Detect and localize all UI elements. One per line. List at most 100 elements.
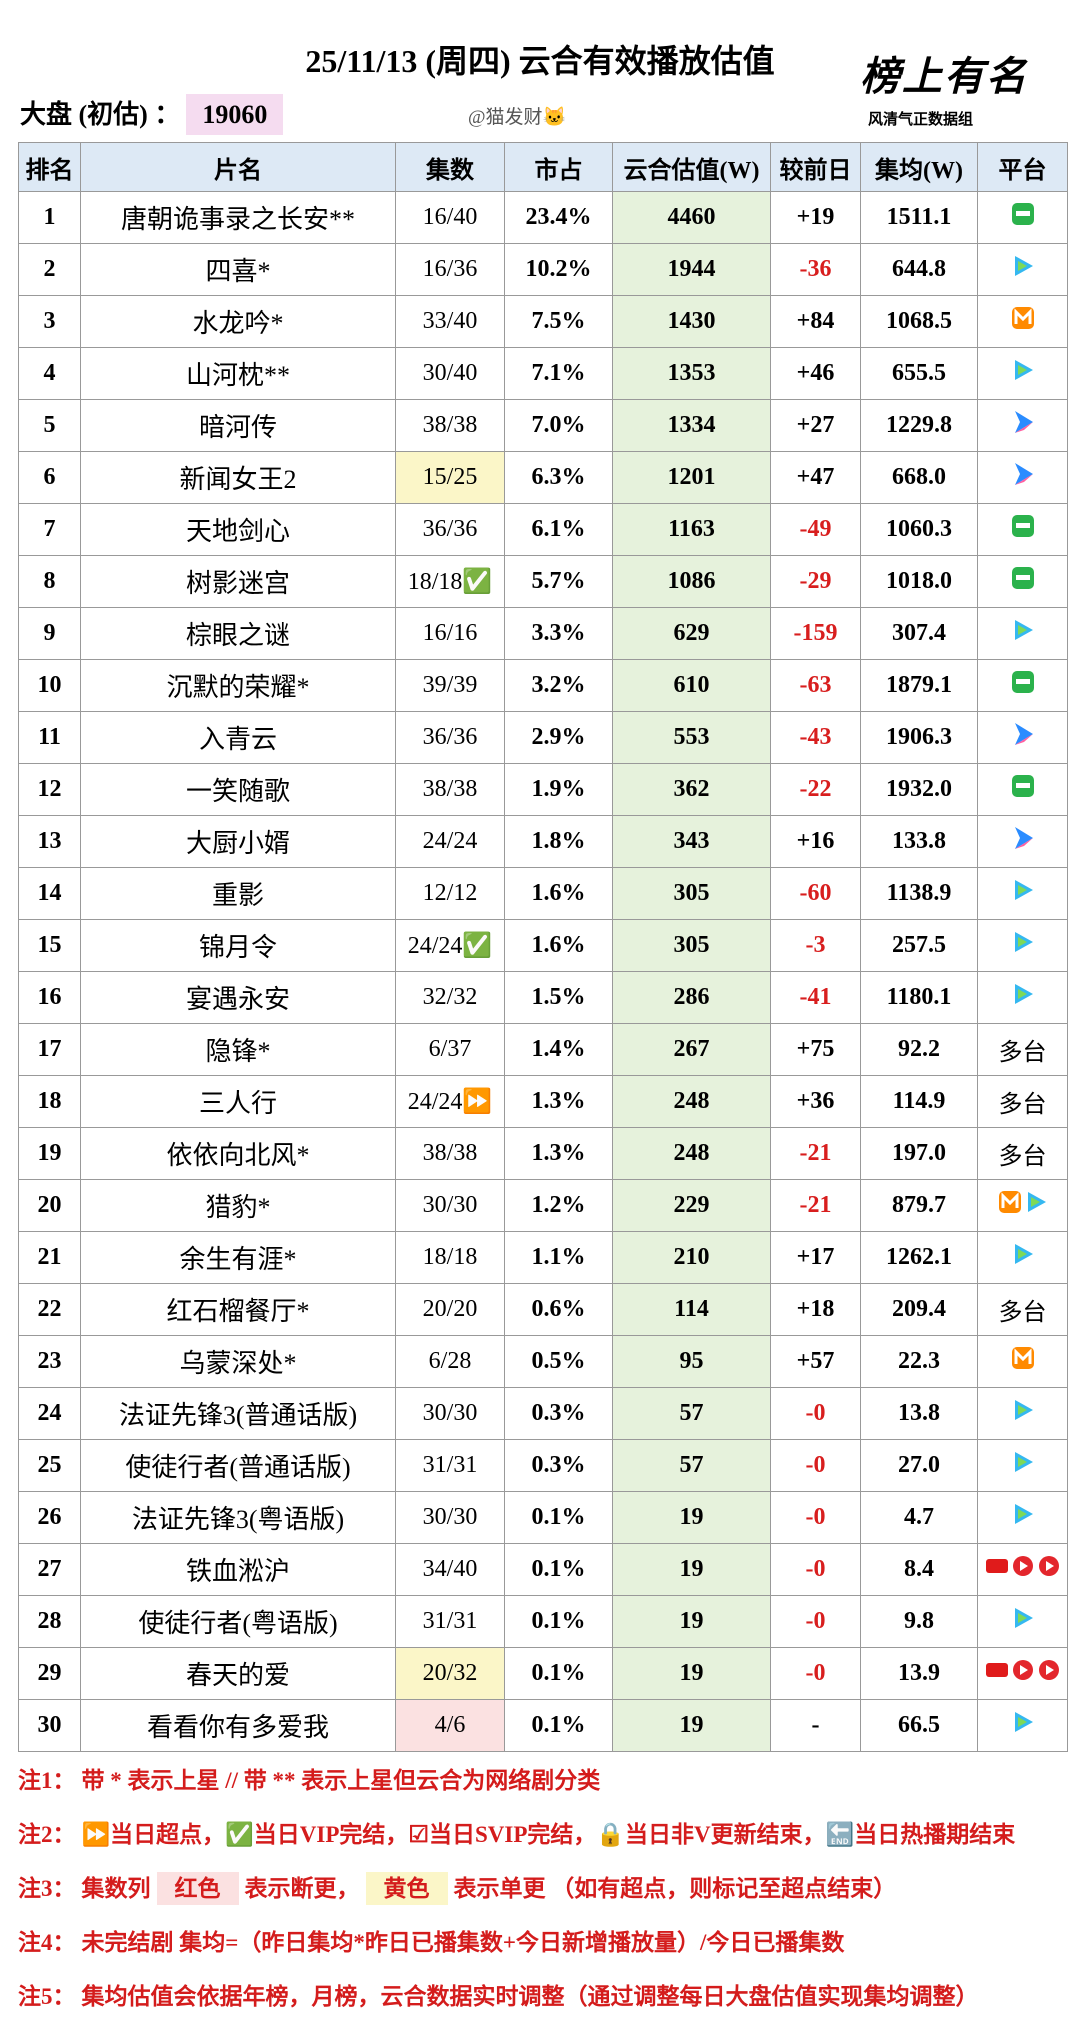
cell: 天地剑心 xyxy=(80,503,396,556)
cell: 879.7 xyxy=(860,1179,978,1232)
cell: 1.6% xyxy=(504,919,613,972)
cell: 2 xyxy=(18,243,81,296)
cell: 1163 xyxy=(612,503,771,556)
note-text: 表示断更， xyxy=(244,1876,360,1901)
cell: 使徒行者(粤语版) xyxy=(80,1595,396,1648)
market: 大盘 (初估) ： 19060 xyxy=(20,94,284,135)
cell: 1944 xyxy=(612,243,771,296)
cell xyxy=(977,971,1068,1024)
table-row: 15 锦月令 24/24✅ 1.6% 305 -3 257.5 xyxy=(18,919,1068,972)
cell: 15/25 xyxy=(395,451,505,504)
cell: 18/18✅ xyxy=(395,555,505,608)
cell: 20 xyxy=(18,1179,81,1232)
table-row: 19 依依向北风* 38/38 1.3% 248 -21 197.0 多台 xyxy=(18,1127,1068,1180)
cell xyxy=(977,1387,1068,1440)
column-header: 集均(W) xyxy=(860,142,978,192)
cell: 1932.0 xyxy=(860,763,978,816)
cell: 6/28 xyxy=(395,1335,505,1388)
cell: 20/20 xyxy=(395,1283,505,1336)
cell: 1511.1 xyxy=(860,191,978,244)
table-row: 1 唐朝诡事录之长安** 16/40 23.4% 4460 +19 1511.1 xyxy=(18,191,1068,244)
cell: 26 xyxy=(18,1491,81,1544)
cell: 24/24 xyxy=(395,815,505,868)
cell: 13.9 xyxy=(860,1647,978,1700)
cell: 1229.8 xyxy=(860,399,978,452)
cell: 27 xyxy=(18,1543,81,1596)
cell: 10 xyxy=(18,659,81,712)
cell: 197.0 xyxy=(860,1127,978,1180)
cell xyxy=(977,347,1068,400)
cell: -49 xyxy=(770,503,861,556)
cell: 210 xyxy=(612,1231,771,1284)
column-header: 集数 xyxy=(395,142,505,192)
cell: 4.7 xyxy=(860,1491,978,1544)
platform-icon xyxy=(1014,1400,1033,1420)
cell xyxy=(977,867,1068,920)
cell: 4 xyxy=(18,347,81,400)
cell: 38/38 xyxy=(395,1127,505,1180)
cell: 22 xyxy=(18,1283,81,1336)
cell: 1180.1 xyxy=(860,971,978,1024)
cell xyxy=(977,503,1068,556)
cell xyxy=(977,919,1068,972)
cell: 2.9% xyxy=(504,711,613,764)
cell xyxy=(977,555,1068,608)
cell: 9 xyxy=(18,607,81,660)
cell: 30/30 xyxy=(395,1491,505,1544)
cell xyxy=(977,191,1068,244)
cell: 553 xyxy=(612,711,771,764)
platform-icon xyxy=(985,1660,1059,1680)
cell: 133.8 xyxy=(860,815,978,868)
cell: 余生有涯* xyxy=(80,1231,396,1284)
cell xyxy=(977,451,1068,504)
cell: 655.5 xyxy=(860,347,978,400)
platform-icon xyxy=(1014,463,1033,485)
cell: 4/6 xyxy=(395,1699,505,1752)
notes: 注1：带 * 表示上星 // 带 ** 表示上星但云合为网络剧分类 注2： ⏩当日超… xyxy=(18,1754,1080,2024)
cell: -0 xyxy=(770,1595,861,1648)
cell: 1.5% xyxy=(504,971,613,1024)
cell: 4460 xyxy=(612,191,771,244)
platform-icon xyxy=(1014,1504,1033,1524)
cell: +17 xyxy=(770,1231,861,1284)
cell: 1430 xyxy=(612,295,771,348)
table-row: 11 入青云 36/36 2.9% 553 -43 1906.3 xyxy=(18,711,1068,764)
cell: -60 xyxy=(770,867,861,920)
cell: 水龙吟* xyxy=(80,295,396,348)
cell: 39/39 xyxy=(395,659,505,712)
table-body: 1 唐朝诡事录之长安** 16/40 23.4% 4460 +19 1511.1 2 四喜* 16… xyxy=(18,191,1068,1752)
cell: 19 xyxy=(18,1127,81,1180)
cell: -63 xyxy=(770,659,861,712)
cell: 5 xyxy=(18,399,81,452)
cell: 18/18 xyxy=(395,1231,505,1284)
cell: 33/40 xyxy=(395,295,505,348)
cell: +19 xyxy=(770,191,861,244)
table-row: 5 暗河传 38/38 7.0% 1334 +27 1229.8 xyxy=(18,399,1068,452)
note-label: 注3： xyxy=(18,1876,76,1901)
note-text: 集数列 xyxy=(81,1876,151,1901)
note-label: 注5： xyxy=(18,1984,76,2009)
cell: 猎豹* xyxy=(80,1179,396,1232)
cell xyxy=(977,1179,1068,1232)
cell: 多台 xyxy=(977,1075,1068,1128)
cell: 30/30 xyxy=(395,1179,505,1232)
note-text: 带 * 表示上星 // 带 ** 表示上星但云合为网络剧分类 xyxy=(81,1768,601,1793)
note-label: 注2： xyxy=(18,1822,76,1847)
cell: 1.9% xyxy=(504,763,613,816)
cell xyxy=(977,1439,1068,1492)
platform-icon xyxy=(1014,620,1033,640)
cell: 24 xyxy=(18,1387,81,1440)
market-value: 19060 xyxy=(186,94,284,135)
cell: 1018.0 xyxy=(860,555,978,608)
cell xyxy=(977,763,1068,816)
table-row: 30 看看你有多爱我 4/6 0.1% 19-66.5 xyxy=(18,1699,1068,1752)
table-row: 9 棕眼之谜 16/16 3.3% 629 -159 307.4 xyxy=(18,607,1068,660)
note-text: 未完结剧 集均=（昨日集均*昨日已播集数+今日新增播放量）/今日已播集数 xyxy=(81,1930,845,1955)
cell: 16/40 xyxy=(395,191,505,244)
cell: 34/40 xyxy=(395,1543,505,1596)
cell: 棕眼之谜 xyxy=(80,607,396,660)
table-row: 27 铁血淞沪 34/40 0.1% 19 -0 8.4 xyxy=(18,1543,1068,1596)
column-header: 平台 xyxy=(977,142,1068,192)
cell: 入青云 xyxy=(80,711,396,764)
cell: 19 xyxy=(612,1699,771,1752)
